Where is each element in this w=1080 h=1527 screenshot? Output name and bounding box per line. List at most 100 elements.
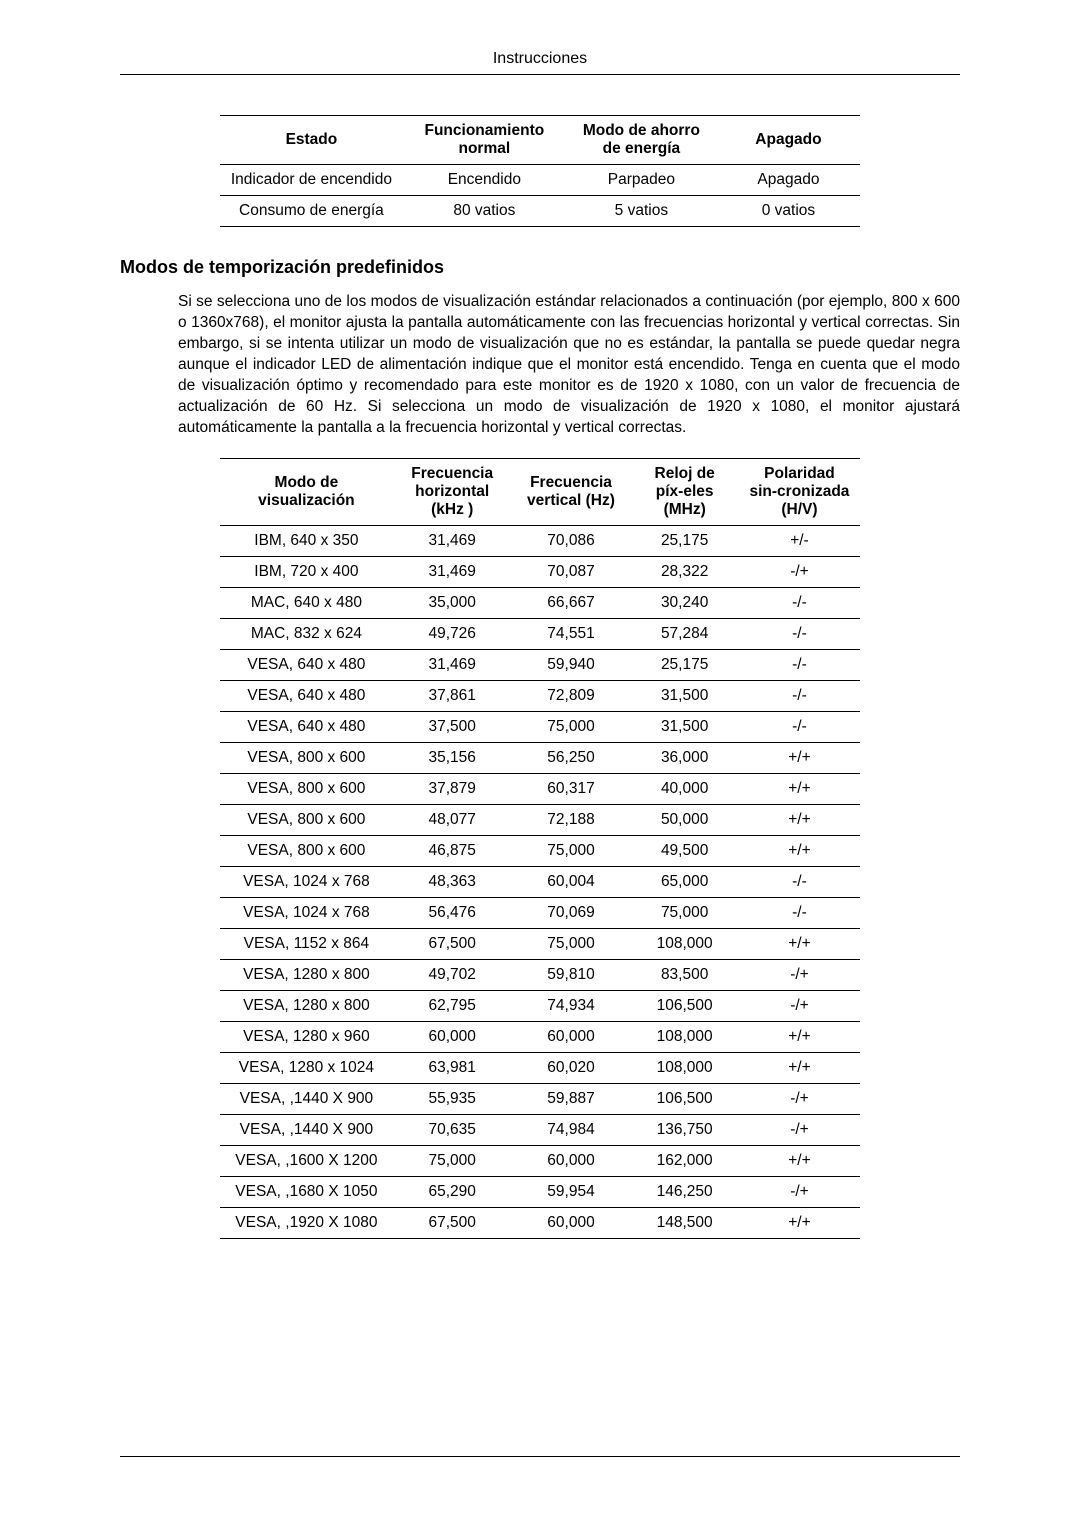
footer-rule xyxy=(120,1456,960,1457)
table-cell: 162,000 xyxy=(630,1146,739,1177)
timing-table-body: IBM, 640 x 35031,46970,08625,175+/-IBM, … xyxy=(220,526,860,1239)
table-cell: +/+ xyxy=(739,774,860,805)
table-cell: 72,809 xyxy=(512,681,631,712)
table-cell: 49,726 xyxy=(393,619,512,650)
timing-table: Modo de visualización Frecuencia horizon… xyxy=(220,458,860,1239)
table-cell: 108,000 xyxy=(630,929,739,960)
table-cell: VESA, ,1600 X 1200 xyxy=(220,1146,393,1177)
table-row: VESA, 640 x 48031,46959,94025,175-/- xyxy=(220,650,860,681)
table-row: VESA, 1280 x 80049,70259,81083,500-/+ xyxy=(220,960,860,991)
table-cell: 80 vatios xyxy=(403,196,566,227)
table-row: Consumo de energía80 vatios5 vatios0 vat… xyxy=(220,196,860,227)
table-row: VESA, 1024 x 76848,36360,00465,000-/- xyxy=(220,867,860,898)
table-cell: 72,188 xyxy=(512,805,631,836)
table-cell: 30,240 xyxy=(630,588,739,619)
table-cell: VESA, 1024 x 768 xyxy=(220,867,393,898)
table-cell: 59,810 xyxy=(512,960,631,991)
table-cell: IBM, 640 x 350 xyxy=(220,526,393,557)
table-cell: 62,795 xyxy=(393,991,512,1022)
table-cell: 55,935 xyxy=(393,1084,512,1115)
col-header: Frecuencia vertical (Hz) xyxy=(512,459,631,526)
table-cell: IBM, 720 x 400 xyxy=(220,557,393,588)
table-cell: VESA, 800 x 600 xyxy=(220,805,393,836)
table-cell: 60,004 xyxy=(512,867,631,898)
table-cell: 49,500 xyxy=(630,836,739,867)
table-header-row: Modo de visualización Frecuencia horizon… xyxy=(220,459,860,526)
table-cell: 35,156 xyxy=(393,743,512,774)
table-cell: 70,635 xyxy=(393,1115,512,1146)
table-cell: VESA, 1024 x 768 xyxy=(220,898,393,929)
col-header: Funcionamiento normal xyxy=(403,116,566,165)
table-cell: 66,667 xyxy=(512,588,631,619)
table-row: VESA, 1280 x 102463,98160,020108,000+/+ xyxy=(220,1053,860,1084)
table-cell: -/+ xyxy=(739,557,860,588)
table-cell: VESA, 1152 x 864 xyxy=(220,929,393,960)
table-row: VESA, 1280 x 80062,79574,934106,500-/+ xyxy=(220,991,860,1022)
table-cell: -/+ xyxy=(739,960,860,991)
table-cell: +/+ xyxy=(739,929,860,960)
table-cell: 49,702 xyxy=(393,960,512,991)
table-row: VESA, ,1440 X 90055,93559,887106,500-/+ xyxy=(220,1084,860,1115)
table-cell: 65,290 xyxy=(393,1177,512,1208)
col-header: Apagado xyxy=(717,116,860,165)
table-cell: -/- xyxy=(739,712,860,743)
table-cell: 146,250 xyxy=(630,1177,739,1208)
table-cell: 74,934 xyxy=(512,991,631,1022)
table-row: VESA, ,1920 X 108067,50060,000148,500+/+ xyxy=(220,1208,860,1239)
table-row: VESA, ,1680 X 105065,29059,954146,250-/+ xyxy=(220,1177,860,1208)
table-cell: 59,940 xyxy=(512,650,631,681)
table-cell: -/+ xyxy=(739,1177,860,1208)
table-cell: 83,500 xyxy=(630,960,739,991)
table-cell: +/+ xyxy=(739,836,860,867)
table-cell: 70,086 xyxy=(512,526,631,557)
table-cell: -/- xyxy=(739,898,860,929)
table-cell: 60,000 xyxy=(393,1022,512,1053)
table-row: VESA, 800 x 60035,15656,25036,000+/+ xyxy=(220,743,860,774)
col-header: Frecuencia horizontal (kHz ) xyxy=(393,459,512,526)
table-cell: 108,000 xyxy=(630,1053,739,1084)
table-cell: 106,500 xyxy=(630,1084,739,1115)
table-cell: 59,954 xyxy=(512,1177,631,1208)
table-cell: 75,000 xyxy=(393,1146,512,1177)
table-cell: VESA, 640 x 480 xyxy=(220,681,393,712)
table-cell: MAC, 832 x 624 xyxy=(220,619,393,650)
table-cell: 37,879 xyxy=(393,774,512,805)
table-row: MAC, 832 x 62449,72674,55157,284-/- xyxy=(220,619,860,650)
table-cell: +/- xyxy=(739,526,860,557)
table-cell: VESA, 1280 x 800 xyxy=(220,991,393,1022)
table-cell: +/+ xyxy=(739,1053,860,1084)
table-cell: +/+ xyxy=(739,1208,860,1239)
table-cell: VESA, 1280 x 800 xyxy=(220,960,393,991)
col-header: Modo de visualización xyxy=(220,459,393,526)
table-cell: VESA, 800 x 600 xyxy=(220,774,393,805)
table-cell: 37,500 xyxy=(393,712,512,743)
table-cell: 56,476 xyxy=(393,898,512,929)
table-cell: 67,500 xyxy=(393,1208,512,1239)
table-cell: 31,469 xyxy=(393,557,512,588)
table-cell: 48,077 xyxy=(393,805,512,836)
table-row: VESA, 800 x 60037,87960,31740,000+/+ xyxy=(220,774,860,805)
table-cell: 0 vatios xyxy=(717,196,860,227)
table-cell: VESA, 640 x 480 xyxy=(220,650,393,681)
table-cell: 25,175 xyxy=(630,650,739,681)
table-cell: 70,069 xyxy=(512,898,631,929)
table-cell: +/+ xyxy=(739,1146,860,1177)
table-cell: 31,469 xyxy=(393,650,512,681)
table-row: Indicador de encendidoEncendidoParpadeoA… xyxy=(220,165,860,196)
col-header: Reloj de píx-eles (MHz) xyxy=(630,459,739,526)
status-table: Estado Funcionamiento normal Modo de aho… xyxy=(220,115,860,227)
table-cell: Apagado xyxy=(717,165,860,196)
table-cell: 31,500 xyxy=(630,681,739,712)
table-cell: 31,469 xyxy=(393,526,512,557)
table-cell: Parpadeo xyxy=(566,165,717,196)
table-cell: 75,000 xyxy=(512,836,631,867)
table-cell: 75,000 xyxy=(512,929,631,960)
table-cell: 5 vatios xyxy=(566,196,717,227)
table-row: MAC, 640 x 48035,00066,66730,240-/- xyxy=(220,588,860,619)
col-header: Estado xyxy=(220,116,403,165)
table-cell: 136,750 xyxy=(630,1115,739,1146)
table-cell: 25,175 xyxy=(630,526,739,557)
table-cell: 65,000 xyxy=(630,867,739,898)
table-cell: -/+ xyxy=(739,1115,860,1146)
table-cell: 36,000 xyxy=(630,743,739,774)
